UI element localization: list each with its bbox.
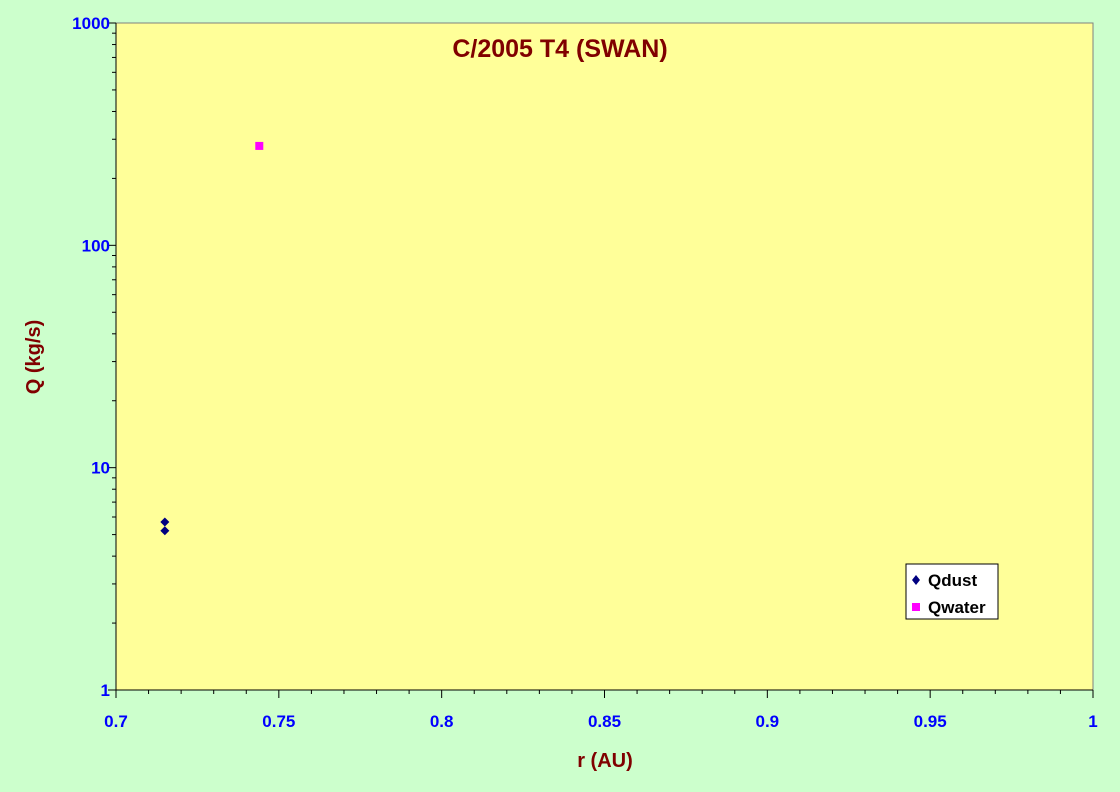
legend-marker-qwater: [912, 603, 920, 611]
y-axis-title: Q (kg/s): [23, 320, 45, 394]
x-tick-label: 0.8: [430, 712, 454, 731]
x-tick-label: 1: [1088, 712, 1097, 731]
legend: Qdust Qwater: [905, 563, 999, 620]
x-axis-title: r (AU): [577, 750, 633, 772]
y-tick-label: 1: [101, 681, 110, 700]
y-tick-label: 1000: [72, 14, 110, 33]
data-point-qdust: [160, 517, 170, 527]
chart-title: C/2005 T4 (SWAN): [452, 35, 667, 63]
x-tick-label: 0.7: [104, 712, 128, 731]
y-tick-label: 100: [82, 236, 110, 255]
legend-label-qwater: Qwater: [928, 598, 986, 617]
y-tick-label: 10: [91, 459, 110, 478]
data-point-qwater: [255, 141, 264, 150]
legend-marker-qdust: [912, 575, 920, 585]
legend-box: [905, 563, 999, 620]
data-point-qdust: [160, 526, 170, 536]
legend-label-qdust: Qdust: [928, 571, 977, 590]
x-tick-label: 0.9: [756, 712, 780, 731]
axes: [108, 22, 1094, 698]
data-marks: [160, 141, 264, 536]
x-tick-label: 0.75: [262, 712, 295, 731]
x-tick-label: 0.85: [588, 712, 621, 731]
tick-labels: 1 10 100 1000 0.7 0.75 0.8 0.85 0.9 0.95 1: [72, 14, 1098, 731]
x-tick-label: 0.95: [914, 712, 947, 731]
